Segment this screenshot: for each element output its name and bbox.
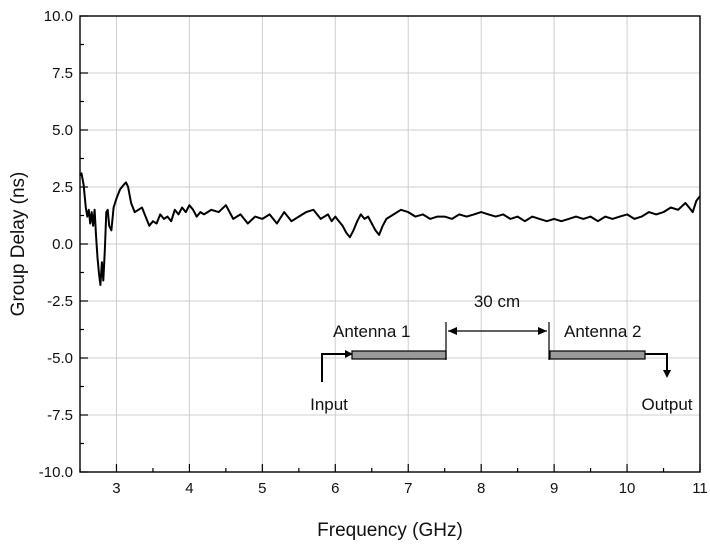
x-axis-ticks: 3 4 5 6 7 8 9 10 11 (79, 464, 708, 497)
x-tick-label: 6 (331, 480, 339, 497)
x-tick-label: 5 (258, 480, 266, 497)
y-tick-label: -7.5 (47, 407, 73, 424)
series-line-0 (79, 172, 701, 286)
output-feed-line (645, 353, 671, 378)
x-tick-label: 9 (550, 480, 558, 497)
distance-arrow-left-head (448, 327, 457, 335)
grid-lines (80, 15, 701, 473)
y-tick-label: 0.0 (52, 236, 73, 253)
y-tick-label: -10.0 (39, 464, 73, 481)
x-axis-title: Frequency (GHz) (317, 520, 463, 541)
antenna-1-body (351, 350, 447, 360)
antenna-2-body (549, 350, 646, 360)
y-tick-label: 7.5 (52, 65, 73, 82)
input-label: Input (310, 395, 348, 414)
antenna-2-label: Antenna 2 (564, 322, 642, 341)
x-tick-label: 7 (404, 480, 412, 497)
antenna-1-label: Antenna 1 (333, 322, 411, 341)
x-tick-label: 8 (477, 480, 485, 497)
input-feed-line (321, 350, 353, 382)
x-tick-label: 4 (185, 480, 193, 497)
y-axis-title: Group Delay (ns) (8, 172, 29, 317)
x-tick-label: 3 (112, 480, 120, 497)
x-tick-label: 10 (619, 480, 636, 497)
y-tick-label: 10.0 (44, 8, 73, 25)
distance-arrow-right-head (538, 327, 547, 335)
x-tick-label: 11 (692, 480, 708, 497)
plot-frame (79, 15, 701, 473)
series-group (79, 172, 701, 286)
y-axis-ticks: 10.0 7.5 5.0 2.5 0.0 -2.5 -5.0 -7.5 -10.0 (39, 8, 88, 481)
distance-label: 30 cm (474, 292, 520, 311)
y-tick-label: -2.5 (47, 293, 73, 310)
y-tick-label: -5.0 (47, 350, 73, 367)
antenna-setup-diagram: Antenna 1 30 cm Antenna 2 Input Output (310, 292, 693, 414)
y-tick-label: 5.0 (52, 122, 73, 139)
output-label: Output (641, 395, 692, 414)
y-tick-label: 2.5 (52, 179, 73, 196)
